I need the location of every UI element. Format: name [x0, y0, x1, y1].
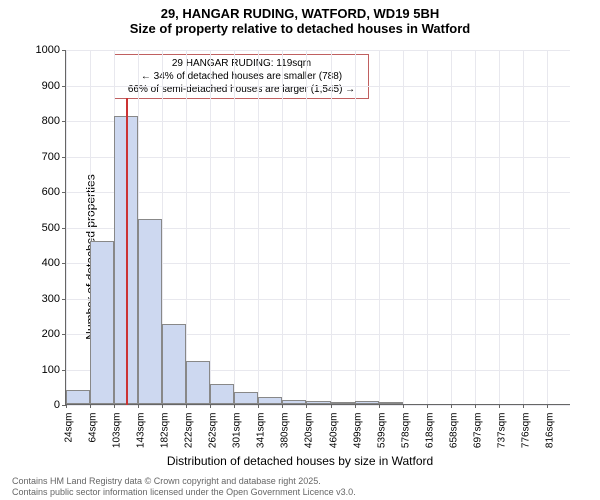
x-tick-label: 301sqm	[232, 413, 243, 463]
grid-line-v	[499, 50, 500, 404]
grid-line-v	[258, 50, 259, 404]
footer-attribution: Contains HM Land Registry data © Crown c…	[12, 476, 356, 498]
histogram-bar	[282, 400, 306, 404]
y-tick-label: 0	[10, 399, 60, 411]
x-tick	[379, 404, 380, 408]
x-tick	[451, 404, 452, 408]
y-tick-label: 300	[10, 293, 60, 305]
x-tick-label: 697sqm	[472, 413, 483, 463]
y-tick-label: 800	[10, 115, 60, 127]
x-tick-label: 262sqm	[208, 413, 219, 463]
grid-line-v	[403, 50, 404, 404]
x-tick	[90, 404, 91, 408]
grid-line-v	[355, 50, 356, 404]
x-tick-label: 222sqm	[184, 413, 195, 463]
grid-line-h	[66, 86, 570, 87]
histogram-bar	[258, 397, 282, 404]
x-tick-label: 341sqm	[256, 413, 267, 463]
grid-line-v	[210, 50, 211, 404]
x-tick-label: 658sqm	[448, 413, 459, 463]
x-tick	[210, 404, 211, 408]
x-tick	[138, 404, 139, 408]
x-tick-label: 776sqm	[520, 413, 531, 463]
x-tick	[499, 404, 500, 408]
grid-line-h	[66, 50, 570, 51]
grid-line-v	[282, 50, 283, 404]
grid-line-v	[475, 50, 476, 404]
histogram-bar	[90, 241, 114, 404]
grid-line-v	[66, 50, 67, 404]
grid-line-v	[331, 50, 332, 404]
y-tick-label: 700	[10, 151, 60, 163]
histogram-bar	[379, 402, 403, 404]
x-tick	[186, 404, 187, 408]
y-tick-label: 100	[10, 364, 60, 376]
x-tick-label: 103sqm	[112, 413, 123, 463]
x-tick	[162, 404, 163, 408]
histogram-bar	[234, 392, 258, 404]
annotation-line-1: 29 HANGAR RUDING: 119sqm	[121, 57, 362, 70]
histogram-bar	[162, 324, 186, 404]
histogram-bar	[210, 384, 234, 404]
marker-line	[126, 98, 128, 405]
grid-line-h	[66, 405, 570, 406]
footer-line-1: Contains HM Land Registry data © Crown c…	[12, 476, 356, 487]
x-tick	[234, 404, 235, 408]
x-tick	[547, 404, 548, 408]
x-tick-label: 499sqm	[352, 413, 363, 463]
y-tick-label: 600	[10, 186, 60, 198]
x-tick-label: 460sqm	[328, 413, 339, 463]
histogram-bar	[355, 401, 379, 404]
x-tick-label: 816sqm	[544, 413, 555, 463]
grid-line-v	[451, 50, 452, 404]
grid-line-v	[379, 50, 380, 404]
grid-line-v	[547, 50, 548, 404]
x-tick	[427, 404, 428, 408]
histogram-bar	[138, 219, 162, 404]
x-tick	[306, 404, 307, 408]
chart-title-sub: Size of property relative to detached ho…	[0, 21, 600, 40]
property-size-chart: 29, HANGAR RUDING, WATFORD, WD19 5BH Siz…	[0, 0, 600, 500]
grid-line-v	[234, 50, 235, 404]
plot-area: 29 HANGAR RUDING: 119sqm ← 34% of detach…	[65, 50, 570, 405]
y-tick-label: 1000	[10, 44, 60, 56]
x-tick	[355, 404, 356, 408]
histogram-bar	[186, 361, 210, 404]
histogram-bar	[331, 402, 355, 404]
histogram-bar	[66, 390, 90, 404]
x-tick	[66, 404, 67, 408]
grid-line-h	[66, 121, 570, 122]
x-tick-label: 618sqm	[424, 413, 435, 463]
grid-line-h	[66, 192, 570, 193]
grid-line-v	[306, 50, 307, 404]
histogram-bar	[306, 401, 330, 404]
x-tick-label: 578sqm	[400, 413, 411, 463]
y-tick-label: 500	[10, 222, 60, 234]
x-tick-label: 64sqm	[88, 413, 99, 463]
x-tick-label: 24sqm	[64, 413, 75, 463]
x-tick	[403, 404, 404, 408]
y-tick-label: 400	[10, 257, 60, 269]
x-tick-label: 380sqm	[280, 413, 291, 463]
grid-line-v	[186, 50, 187, 404]
x-tick-label: 143sqm	[136, 413, 147, 463]
footer-line-2: Contains public sector information licen…	[12, 487, 356, 498]
chart-title-main: 29, HANGAR RUDING, WATFORD, WD19 5BH	[0, 0, 600, 21]
x-tick-label: 737sqm	[496, 413, 507, 463]
y-tick-label: 900	[10, 80, 60, 92]
x-tick	[258, 404, 259, 408]
annotation-line-2: ← 34% of detached houses are smaller (78…	[121, 70, 362, 83]
grid-line-v	[427, 50, 428, 404]
x-tick	[114, 404, 115, 408]
x-tick-label: 539sqm	[376, 413, 387, 463]
x-tick-label: 420sqm	[304, 413, 315, 463]
y-tick-label: 200	[10, 328, 60, 340]
x-tick	[331, 404, 332, 408]
grid-line-v	[523, 50, 524, 404]
x-tick	[282, 404, 283, 408]
grid-line-h	[66, 157, 570, 158]
x-tick-label: 182sqm	[160, 413, 171, 463]
x-tick	[523, 404, 524, 408]
x-tick	[475, 404, 476, 408]
